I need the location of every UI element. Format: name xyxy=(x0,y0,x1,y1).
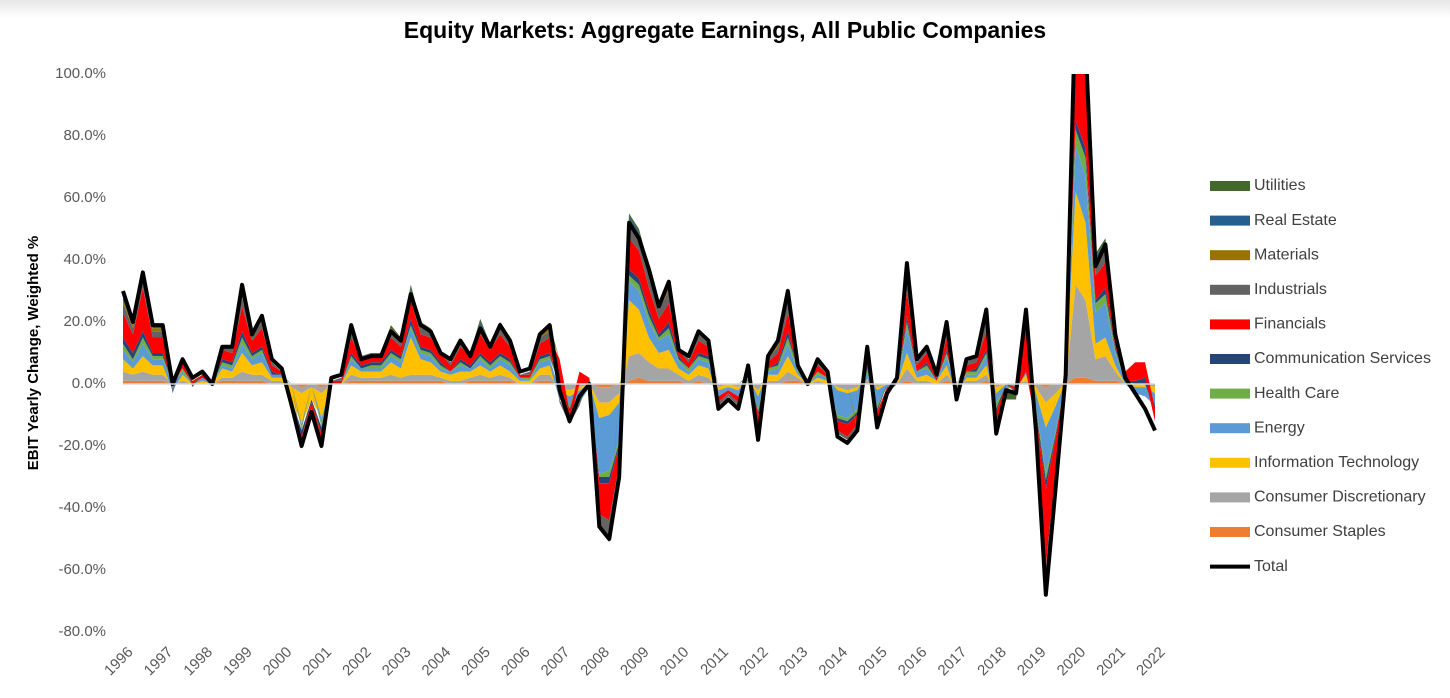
legend-label: Consumer Discretionary xyxy=(1254,489,1426,506)
x-tick-label: 2021 xyxy=(1093,644,1129,680)
legend-swatch xyxy=(1210,215,1250,226)
legend-swatch xyxy=(1210,423,1250,434)
legend-swatch xyxy=(1210,527,1250,537)
x-tick-label: 2016 xyxy=(895,644,931,680)
y-tick-label: 80.0% xyxy=(63,127,106,144)
x-tick-label: 2007 xyxy=(538,644,574,680)
x-tick-label: 1997 xyxy=(141,644,177,680)
legend-label: Total xyxy=(1254,558,1288,575)
x-tick-label: 2006 xyxy=(498,644,534,680)
x-tick-label: 2008 xyxy=(577,644,613,680)
legend-label: Information Technology xyxy=(1254,454,1419,471)
area xyxy=(123,284,1155,403)
legend-label: Consumer Staples xyxy=(1254,523,1386,540)
x-tick-label: 2014 xyxy=(815,644,851,680)
y-tick-label: -60.0% xyxy=(58,561,106,578)
plot-area xyxy=(121,74,1157,597)
y-tick-label: -20.0% xyxy=(58,437,106,454)
x-tick-label: 1996 xyxy=(101,644,137,680)
x-tick-label: 1998 xyxy=(180,644,216,680)
x-tick-label: 2002 xyxy=(339,644,375,680)
legend-swatch xyxy=(1210,457,1250,468)
x-tick-label: 2022 xyxy=(1133,644,1169,680)
x-tick-label: 2000 xyxy=(260,644,296,680)
total-line xyxy=(121,74,1157,597)
x-tick-label: 2004 xyxy=(419,644,455,680)
x-tick-label: 2020 xyxy=(1054,644,1090,680)
legend-swatch xyxy=(1210,250,1250,261)
y-tick-label: 0.0% xyxy=(72,375,106,392)
legend-label: Materials xyxy=(1254,246,1319,263)
chart-title: Equity Markets: Aggregate Earnings, All … xyxy=(404,17,1046,43)
y-tick-label: -40.0% xyxy=(58,499,106,516)
legend-swatch xyxy=(1210,354,1250,364)
x-tick-label: 2012 xyxy=(736,644,772,680)
y-tick-label: 40.0% xyxy=(63,251,106,268)
top-shade xyxy=(0,0,1450,18)
x-tick-label: 2010 xyxy=(657,644,693,680)
y-tick-label: 20.0% xyxy=(63,313,106,330)
legend-swatch xyxy=(1210,284,1250,295)
legend-label: Real Estate xyxy=(1254,212,1337,229)
legend-label: Financials xyxy=(1254,316,1326,333)
legend-swatch xyxy=(1210,388,1250,399)
x-tick-label: 2017 xyxy=(935,644,971,680)
legend-label: Health Care xyxy=(1254,385,1339,402)
x-tick-label: 1999 xyxy=(220,644,256,680)
y-tick-label: -80.0% xyxy=(58,623,106,640)
x-tick-label: 2003 xyxy=(379,644,415,680)
legend-label: Energy xyxy=(1254,419,1305,436)
y-tick-label: 60.0% xyxy=(63,189,106,206)
area xyxy=(123,120,1155,490)
area xyxy=(123,377,1155,388)
x-tick-label: 2011 xyxy=(697,644,732,679)
x-tick-label: 2005 xyxy=(458,644,494,680)
x-tick-label: 2001 xyxy=(299,644,335,680)
legend-label: Industrials xyxy=(1254,281,1327,298)
legend-swatch xyxy=(1210,492,1250,503)
legend-label: Utilities xyxy=(1254,177,1306,194)
x-tick-label: 2009 xyxy=(617,644,653,680)
x-tick-label: 2019 xyxy=(1014,644,1050,680)
x-tick-label: 2015 xyxy=(855,644,891,680)
x-tick-label: 2013 xyxy=(776,644,812,680)
legend-swatch xyxy=(1210,319,1250,330)
y-axis-title: EBIT Yearly Change, Weighted % xyxy=(25,236,42,471)
legend-label: Communication Services xyxy=(1254,350,1431,367)
x-tick-label: 2018 xyxy=(974,644,1010,680)
y-tick-label: 100.0% xyxy=(55,65,106,82)
legend-swatch xyxy=(1210,181,1250,191)
area xyxy=(123,145,1155,474)
